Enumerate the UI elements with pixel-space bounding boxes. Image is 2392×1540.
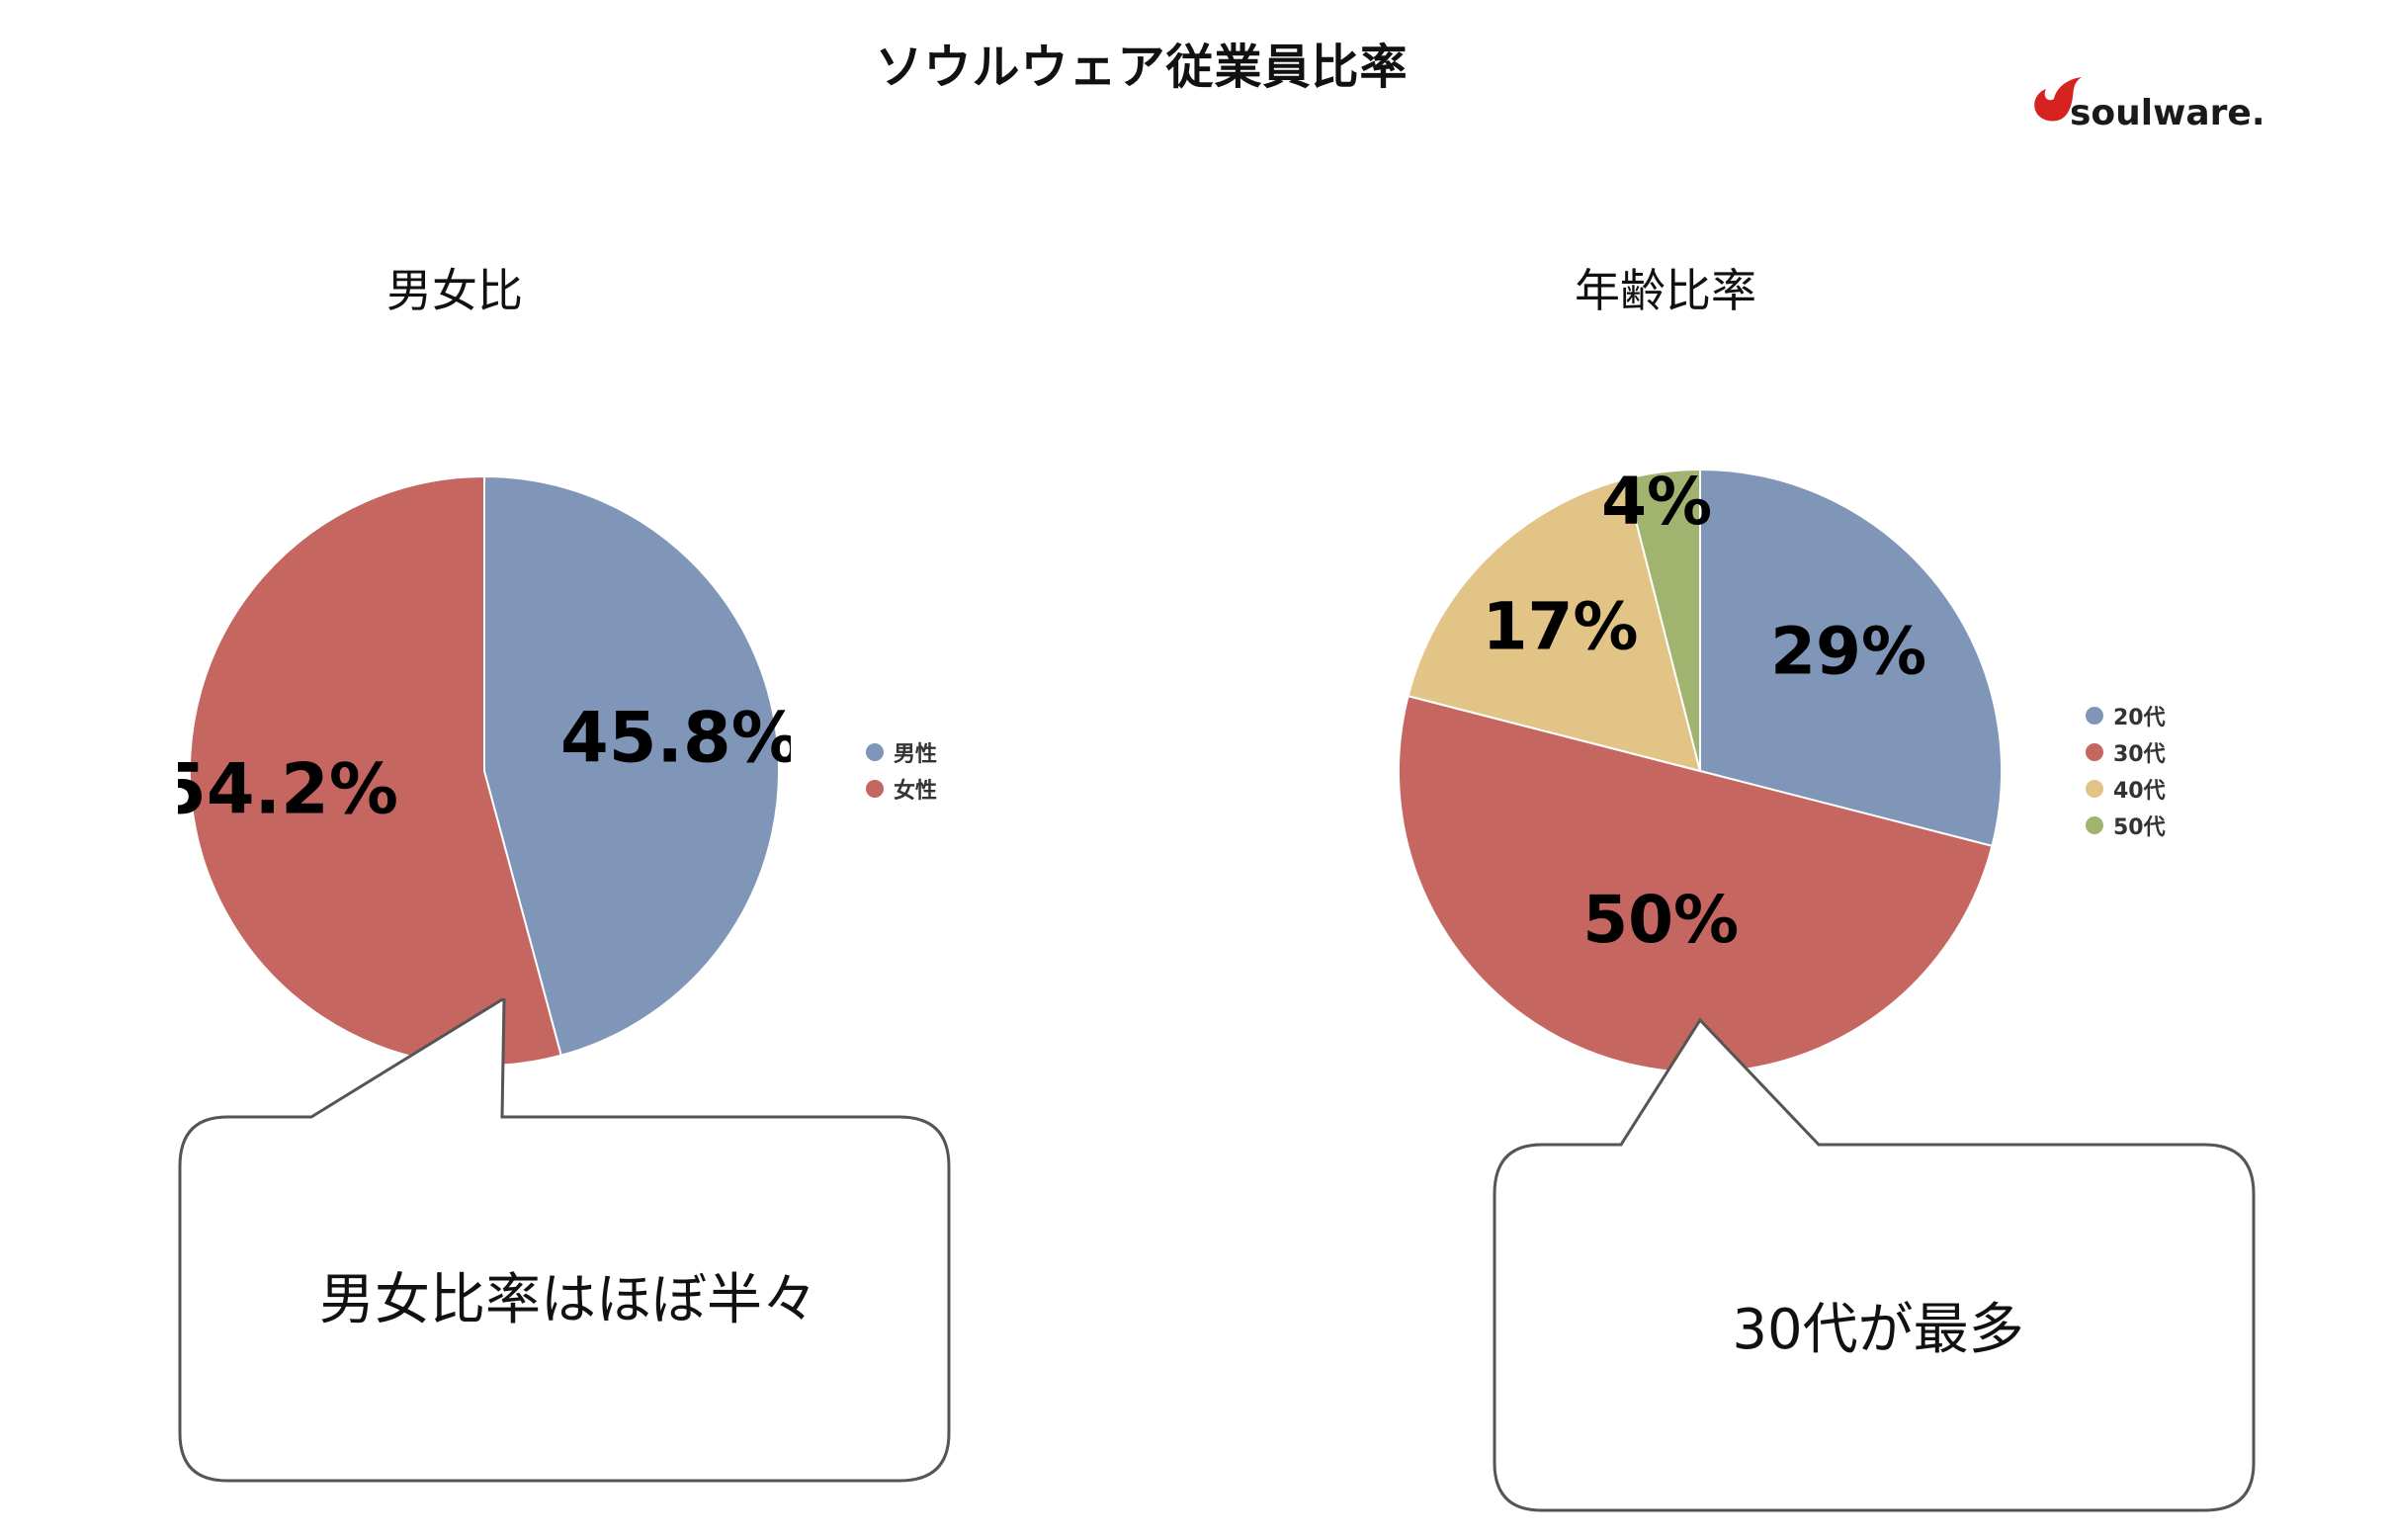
legend-label: 30代 — [2113, 741, 2166, 767]
gender-pie-chart: 45.8% 54.2% — [178, 474, 791, 1067]
legend-item-0: 20代 — [2086, 697, 2166, 733]
legend-label: 女性 — [894, 778, 938, 804]
pie-slice-label-0: 29% — [1770, 614, 1926, 690]
gender-callout-text: 男女比率はほぼ半々 — [319, 1268, 817, 1332]
legend-swatch — [866, 779, 884, 798]
pie-slice-2 — [1407, 477, 1702, 773]
speech-bubble — [178, 998, 951, 1483]
gender-callout: 男女比率はほぼ半々 — [168, 998, 969, 1493]
legend-item-2: 40代 — [2086, 770, 2166, 807]
legend-label: 20代 — [2113, 705, 2166, 730]
legend-swatch — [2086, 706, 2103, 725]
legend-item-1: 30代 — [2086, 733, 2166, 770]
pie-slice-label-3: 4% — [1601, 464, 1712, 540]
flame-logo-icon: soulware. — [2034, 77, 2265, 133]
gender-chart-title: 男女比 — [386, 264, 523, 317]
age-legend: 20代 30代 40代 50代 — [2086, 697, 2166, 843]
pie-slice-3 — [1623, 468, 1701, 772]
legend-item-1: 女性 — [866, 770, 937, 807]
pie-slice-label-0: 45.8% — [560, 697, 791, 778]
legend-label: 40代 — [2113, 778, 2166, 804]
pie-slice-label-1: 54.2% — [178, 749, 398, 830]
page-title: ソウルウェア従業員比率 — [875, 40, 1409, 95]
legend-swatch — [2086, 779, 2103, 798]
soulware-logo: soulware. — [2026, 59, 2273, 138]
legend-label: 男性 — [894, 741, 938, 767]
pie-slice-0 — [483, 474, 780, 1057]
speech-bubble — [1493, 1017, 2256, 1512]
age-pie-chart: 29% 50% 17% 4% — [1398, 464, 2003, 1074]
legend-label: 50代 — [2113, 814, 2166, 840]
pie-slice-1 — [1398, 694, 1994, 1074]
legend-swatch — [866, 742, 884, 761]
age-callout: 30代が最多 — [1483, 998, 2273, 1522]
pie-slice-label-1: 50% — [1582, 882, 1739, 958]
age-chart-title: 年齢比率 — [1575, 264, 1756, 317]
legend-item-3: 50代 — [2086, 807, 2166, 843]
gender-legend: 男性 女性 — [866, 733, 937, 807]
svg-text:soulware.: soulware. — [2070, 93, 2265, 133]
pie-slice-0 — [1699, 468, 2003, 848]
legend-swatch — [2086, 742, 2103, 761]
age-callout-text: 30代が最多 — [1732, 1298, 2024, 1362]
pie-slice-label-2: 17% — [1483, 589, 1639, 665]
legend-swatch — [2086, 815, 2103, 834]
legend-item-0: 男性 — [866, 733, 937, 770]
